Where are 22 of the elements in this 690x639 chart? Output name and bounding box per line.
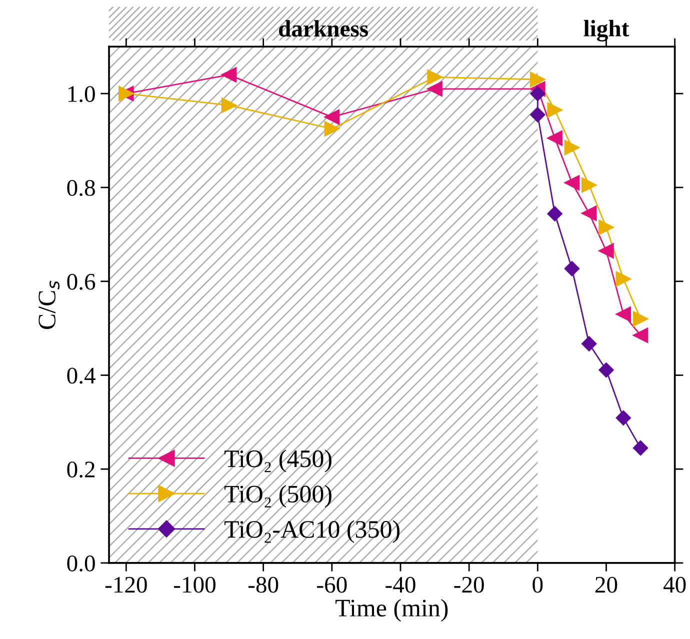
x-tick-label: -100 bbox=[174, 576, 216, 593]
y-tick-label: 0.8 bbox=[67, 180, 95, 196]
x-axis-title: Time (min) bbox=[336, 598, 448, 622]
y-tick-label: 1.0 bbox=[68, 86, 95, 102]
x-tick-label: -80 bbox=[248, 576, 278, 593]
band-label: darkness bbox=[279, 20, 368, 37]
x-tick-label: -120 bbox=[105, 576, 147, 593]
x-tick-label: 0 bbox=[532, 576, 543, 593]
x-tick-label: 40 bbox=[663, 576, 686, 593]
y-tick-label: 0.6 bbox=[67, 274, 96, 290]
legend-label: TiO₂ (500) bbox=[224, 484, 332, 508]
x-tick-label: -20 bbox=[454, 576, 484, 593]
x-tick-label: -40 bbox=[386, 576, 416, 593]
legend-label: TiO₂-AC10 (350) bbox=[224, 520, 400, 543]
x-tick-label: -60 bbox=[317, 576, 347, 593]
y-tick-label: 0.2 bbox=[67, 462, 95, 478]
text: light bbox=[584, 20, 630, 42]
x-tick-label: 20 bbox=[595, 576, 618, 593]
y-tick-label: 0.0 bbox=[67, 555, 95, 572]
legend-label: TiO₂ (450) bbox=[224, 450, 332, 472]
y-axis-title: C/C$_{s}$ bbox=[38, 280, 60, 330]
y-tick-label: 0.4 bbox=[67, 368, 96, 384]
